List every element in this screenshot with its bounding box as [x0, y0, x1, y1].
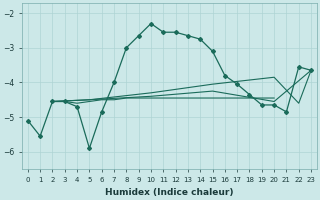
X-axis label: Humidex (Indice chaleur): Humidex (Indice chaleur)	[105, 188, 234, 197]
